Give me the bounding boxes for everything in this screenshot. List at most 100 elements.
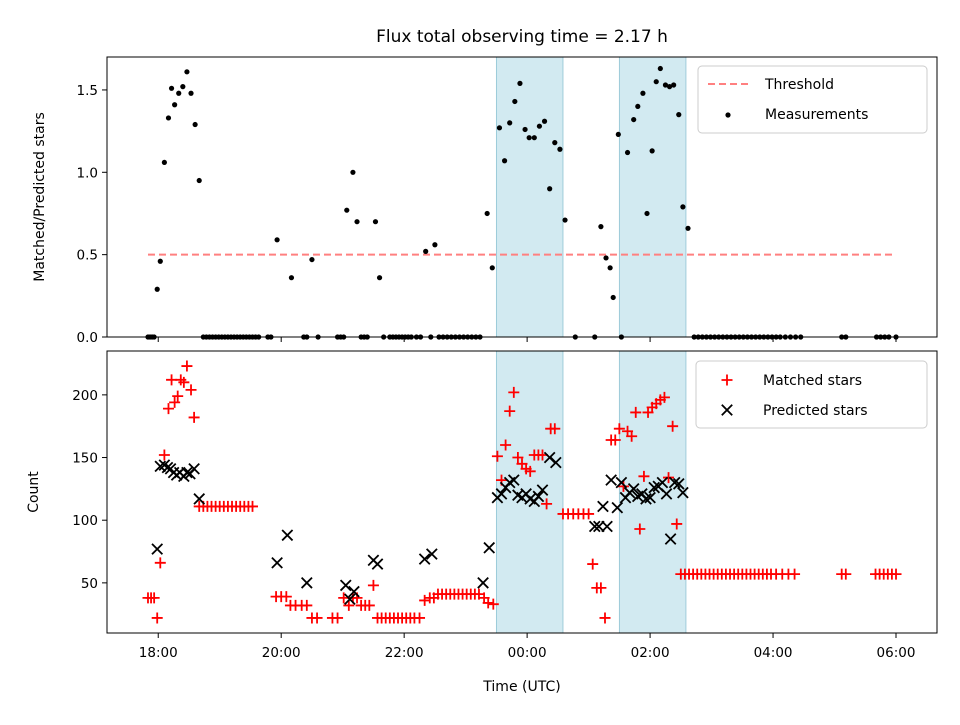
y-tick-label: 0.5 [77,248,98,264]
data-point [151,543,164,555]
data-point [557,146,563,152]
data-point [185,384,197,396]
data-point [667,420,679,432]
data-point [165,115,172,121]
data-point [656,476,669,489]
data-point [193,493,206,505]
data-point [512,98,518,105]
data-point [609,434,621,446]
data-point [658,391,670,403]
predicted-stars-series [151,451,689,605]
plot-frame-top [106,56,938,338]
y-ticks-bottom: 50 100 150 200 [72,388,107,592]
data-point [671,82,677,88]
data-point [552,140,558,146]
data-point [664,533,677,545]
data-point [507,474,520,486]
data-point [657,65,663,72]
legend-measurements-label: Measurements [765,107,868,123]
data-point [532,490,545,503]
data-point [531,135,537,141]
data-point [644,491,656,504]
shaded-intervals-top [495,56,687,338]
data-point [638,470,650,482]
legend-matched-label: Matched stars [763,373,862,389]
data-point [168,85,175,91]
data-point [348,585,360,598]
data-point [162,403,174,415]
data-point [676,112,682,118]
data-point [685,225,691,231]
data-point [309,256,315,263]
data-point [487,598,499,610]
data-point [332,612,344,624]
data-point [588,520,601,533]
data-point [432,242,438,248]
matched-stars-series [142,360,902,624]
data-point [605,474,617,486]
data-point [660,488,673,500]
legend-top: Threshold Measurements [697,65,928,134]
x-tick-label: 04:00 [754,645,793,661]
data-point [247,500,259,512]
plot-frame-bottom [106,350,938,634]
data-point [587,558,599,570]
data-point [653,79,659,85]
shaded-interval [618,56,687,338]
data-point [154,557,166,569]
data-point [151,612,163,624]
data-point [188,411,200,423]
data-point [367,579,379,591]
data-point [583,508,595,520]
data-point [181,466,193,479]
y-axis-label-bottom: Count [26,471,42,513]
data-point [350,169,356,175]
data-point [890,568,902,580]
legend-measurements-swatch [725,112,731,118]
data-point [613,423,625,435]
data-point [508,386,520,398]
data-point [721,404,733,416]
data-point [549,456,562,469]
data-point [672,478,685,490]
data-point [611,501,624,514]
data-point [630,406,642,418]
legend-bottom: Matched stars Predicted stars [695,360,928,429]
data-point [617,480,629,492]
x-tick-label: 00:00 [508,645,547,661]
data-point [371,558,384,570]
data-point [271,556,283,569]
data-point [178,376,190,388]
data-point [671,518,683,530]
data-point [419,594,431,606]
data-point [721,374,733,386]
x-tick-label: 06:00 [877,645,916,661]
data-point [631,116,637,123]
data-point [541,498,553,510]
data-point [504,405,516,417]
data-point [148,592,160,604]
data-point [526,135,532,141]
data-point [343,599,355,611]
data-point [192,121,198,128]
data-point [536,484,549,496]
data-point [640,493,652,505]
data-point [495,488,508,500]
y-tick-label: 1.0 [77,165,98,181]
y-tick-label: 150 [72,451,98,467]
data-point [663,472,675,484]
data-point [176,90,182,96]
data-point [154,286,160,292]
data-point [180,84,186,90]
data-point [169,396,181,408]
data-point [484,210,490,217]
data-point [615,131,621,138]
data-point [372,219,379,225]
data-point [840,568,852,580]
x-tick-label: 22:00 [385,645,424,661]
data-point [188,462,200,475]
y-tick-label: 100 [72,513,98,529]
data-point [354,219,360,225]
data-point [157,258,163,264]
